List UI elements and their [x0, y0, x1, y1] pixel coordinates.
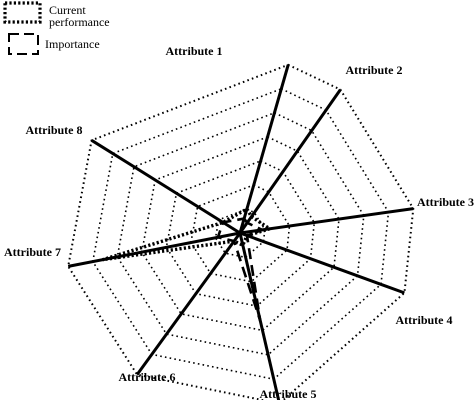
legend-label-importance: Importance: [45, 37, 100, 51]
legend-label-current-line2: performance: [49, 15, 110, 29]
axis-spoke-2: [238, 88, 342, 234]
axis-label-attribute-8: Attribute 8: [26, 123, 83, 137]
axis-label-attribute-5: Attribute 5: [260, 387, 317, 400]
series-current-performance-line: [102, 206, 274, 262]
axis-spoke-8: [90, 139, 241, 235]
data-series: [102, 206, 274, 322]
axis-label-attribute-2: Attribute 2: [346, 63, 403, 77]
series-importance-line: [216, 217, 266, 322]
axis-spokes: [67, 64, 414, 400]
axis-spoke-4: [239, 231, 405, 295]
legend: Current performance Importance: [3, 1, 110, 55]
grid-ring-5: [116, 111, 365, 356]
axis-label-attribute-1: Attribute 1: [166, 44, 223, 58]
grid-ring-2: [190, 184, 291, 283]
grid-ring-4: [140, 136, 340, 332]
legend-label-current-line1: Current: [49, 3, 86, 17]
axis-spoke-6: [135, 232, 242, 376]
axis-label-attribute-3: Attribute 3: [417, 195, 474, 209]
legend-swatch-importance: [8, 33, 39, 55]
axis-label-attribute-7: Attribute 7: [4, 245, 61, 259]
legend-swatch-current: [3, 1, 42, 24]
axis-label-attribute-4: Attribute 4: [396, 313, 453, 327]
axis-spoke-7: [67, 231, 241, 268]
axis-spoke-1: [238, 64, 290, 234]
axis-labels: Attribute 1 Attribute 2 Attribute 3 Attribu…: [4, 44, 474, 400]
axis-label-attribute-6: Attribute 6: [119, 370, 176, 384]
